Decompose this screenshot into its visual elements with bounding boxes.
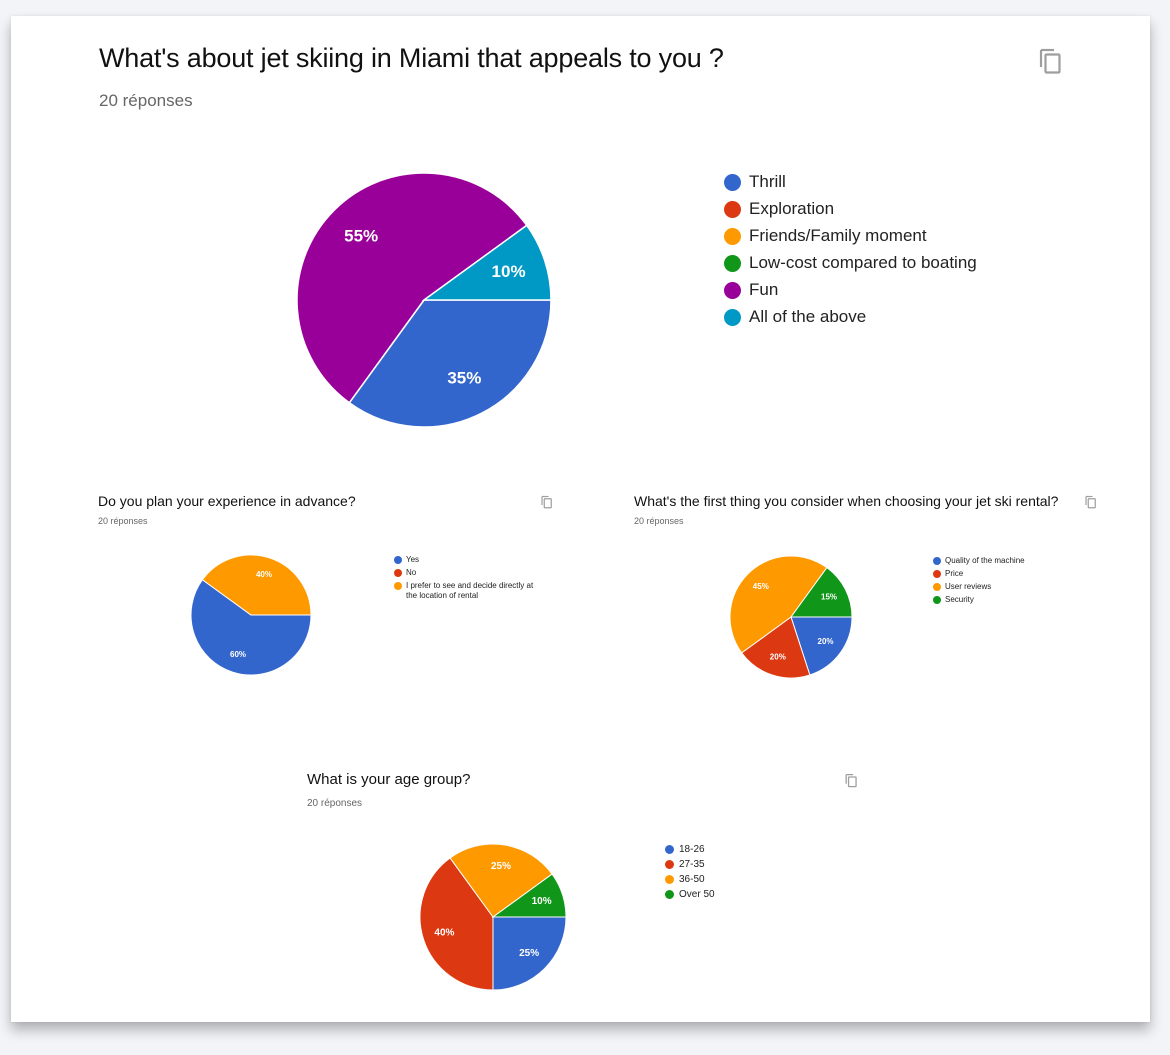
slice-percent-label: 20% [770, 653, 786, 662]
legend-item-36-50: 36-50 [665, 874, 819, 889]
legend-item-user-reviews: User reviews [933, 582, 1085, 595]
legend-label: I prefer to see and decide directly at t… [406, 581, 534, 600]
question-title-plan: Do you plan your experience in advance? [98, 493, 356, 509]
pie-chart-age: 25% 40% 25% 10% [419, 843, 567, 991]
legend-age: 18-26 27-35 36-50 Over 50 [665, 844, 819, 904]
legend-dot [724, 174, 741, 191]
slice-percent-label: 60% [230, 650, 246, 659]
pie-chart-rental: 20% 20% 45% 15% [729, 555, 853, 679]
question-title-age: What is your age group? [307, 771, 471, 788]
legend-rental: Quality of the machine Price User review… [933, 556, 1085, 608]
pie-slice [201, 554, 312, 616]
legend-dot [933, 596, 941, 604]
legend-dot [724, 255, 741, 272]
slice-percent-label: 45% [753, 582, 769, 591]
legend-label: Friends/Family moment [749, 226, 927, 245]
legend-dot [394, 569, 402, 577]
legend-label: Exploration [749, 199, 835, 218]
legend-item-fun: Fun [724, 280, 977, 307]
pie-slice [449, 843, 553, 918]
slice-percent-label: 35% [447, 369, 481, 388]
legend-dot [665, 890, 674, 899]
legend-item-security: Security [933, 595, 1085, 608]
legend-plan: Yes No I prefer to see and decide direct… [394, 555, 546, 601]
copy-chart-icon[interactable] [845, 773, 858, 788]
legend-item-18-26: 18-26 [665, 844, 819, 859]
legend-item-decide-at-location: I prefer to see and decide directly at t… [394, 581, 546, 601]
legend-label: 27-35 [679, 859, 705, 870]
legend-item-price: Price [933, 569, 1085, 582]
pie-chart-plan: 60% 40% [190, 554, 312, 676]
legend-item-low-cost: Low-cost compared to boating [724, 253, 977, 280]
legend-item-all-of-the-above: All of the above [724, 307, 977, 334]
legend-dot [933, 583, 941, 591]
legend-dot [724, 282, 741, 299]
question-title-rental: What's the first thing you consider when… [634, 493, 1059, 509]
legend-dot [394, 556, 402, 564]
legend-dot [724, 201, 741, 218]
slice-percent-label: 20% [818, 637, 834, 646]
slice-percent-label: 25% [519, 948, 539, 959]
response-count-rental: 20 réponses [634, 516, 684, 526]
legend-label: Quality of the machine [945, 556, 1025, 565]
copy-chart-icon[interactable] [1039, 47, 1063, 75]
legend-label: Over 50 [679, 889, 715, 900]
legend-item-no: No [394, 568, 546, 581]
legend-dot [933, 557, 941, 565]
slice-percent-label: 40% [256, 570, 272, 579]
pie-slice [419, 857, 494, 991]
legend-dot [665, 860, 674, 869]
legend-main: Thrill Exploration Friends/Family moment… [724, 172, 977, 334]
legend-label: All of the above [749, 307, 867, 326]
legend-item-quality: Quality of the machine [933, 556, 1085, 569]
legend-label: User reviews [945, 582, 992, 591]
pie-slice [491, 873, 567, 918]
pie-slice [740, 616, 811, 679]
response-count-plan: 20 réponses [98, 516, 148, 526]
legend-dot [665, 845, 674, 854]
legend-label: 18-26 [679, 844, 705, 855]
legend-item-thrill: Thrill [724, 172, 977, 199]
slice-percent-label: 40% [434, 927, 454, 938]
legend-item-friends-family: Friends/Family moment [724, 226, 977, 253]
copy-chart-icon[interactable] [541, 495, 553, 509]
slice-percent-label: 25% [491, 861, 511, 872]
pie-slice [296, 172, 528, 404]
legend-label: Low-cost compared to boating [749, 253, 977, 272]
legend-label: Yes [406, 555, 420, 564]
legend-dot [724, 228, 741, 245]
legend-item-over-50: Over 50 [665, 889, 819, 904]
legend-dot [933, 570, 941, 578]
slice-percent-label: 15% [821, 593, 837, 602]
response-count-main: 20 réponses [99, 91, 193, 110]
survey-results-card: What's about jet skiing in Miami that ap… [11, 16, 1150, 1022]
pie-slice [348, 299, 552, 428]
legend-label: Thrill [749, 172, 786, 191]
pie-slice [492, 916, 567, 991]
legend-label: Fun [749, 280, 779, 299]
response-count-age: 20 réponses [307, 798, 363, 809]
pie-slice [790, 566, 853, 618]
legend-item-27-35: 27-35 [665, 859, 819, 874]
legend-dot [394, 582, 402, 590]
question-title-main: What's about jet skiing in Miami that ap… [99, 43, 724, 73]
pie-slice [421, 224, 552, 301]
pie-slice [190, 579, 312, 676]
pie-slice [790, 616, 853, 676]
legend-dot [665, 875, 674, 884]
legend-label: Security [945, 595, 974, 604]
legend-label: No [406, 568, 417, 577]
slice-percent-label: 10% [532, 896, 552, 907]
pie-chart-main: 35% 55% 10% [296, 172, 552, 428]
legend-item-yes: Yes [394, 555, 546, 568]
copy-chart-icon[interactable] [1085, 495, 1097, 509]
slice-percent-label: 10% [492, 262, 526, 281]
pie-slice [729, 555, 828, 654]
legend-label: 36-50 [679, 874, 705, 885]
legend-item-exploration: Exploration [724, 199, 977, 226]
slice-percent-label: 55% [344, 227, 378, 246]
legend-dot [724, 309, 741, 326]
legend-label: Price [945, 569, 964, 578]
